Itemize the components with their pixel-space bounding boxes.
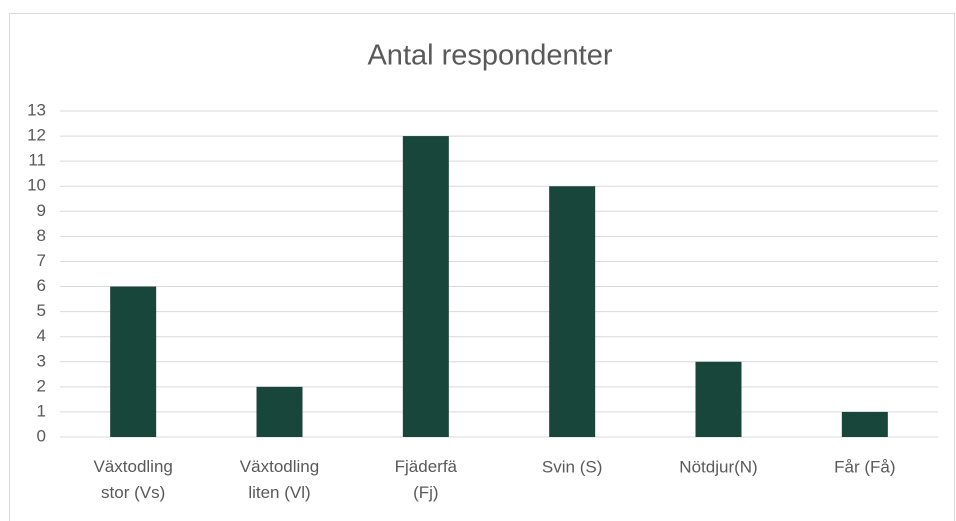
y-tick-label: 8 <box>37 226 46 245</box>
y-tick-label: 12 <box>27 126 46 145</box>
y-tick-label: 10 <box>27 176 46 195</box>
x-tick-label: Fjäderfä (Fj) <box>395 457 458 502</box>
bar <box>110 286 157 437</box>
bar <box>256 386 303 437</box>
x-tick-label: Får (Få) <box>834 457 895 476</box>
chart-title: Antal respondenter <box>367 40 612 72</box>
y-tick-label: 5 <box>37 301 46 320</box>
x-tick-label: Svin (S) <box>542 457 602 476</box>
y-tick-label: 11 <box>28 151 46 170</box>
bar <box>695 361 742 437</box>
bar <box>549 186 596 437</box>
chart-border <box>9 13 955 521</box>
x-tick-label: Växtodling stor (Vs) <box>93 457 172 502</box>
y-tick-label: 1 <box>37 401 46 420</box>
y-tick-label: 3 <box>37 351 46 370</box>
y-tick-label: 7 <box>37 251 46 270</box>
bar <box>841 411 888 437</box>
y-tick-label: 13 <box>27 100 46 119</box>
y-tick-label: 0 <box>37 426 46 445</box>
y-tick-label: 2 <box>37 376 46 395</box>
y-tick-label: 6 <box>37 276 46 295</box>
bar <box>402 136 449 438</box>
y-tick-label: 9 <box>37 201 46 220</box>
x-tick-label: Växtodling liten (Vl) <box>240 457 319 502</box>
x-tick-label: Nötdjur(N) <box>679 457 757 476</box>
y-tick-label: 4 <box>37 326 46 345</box>
